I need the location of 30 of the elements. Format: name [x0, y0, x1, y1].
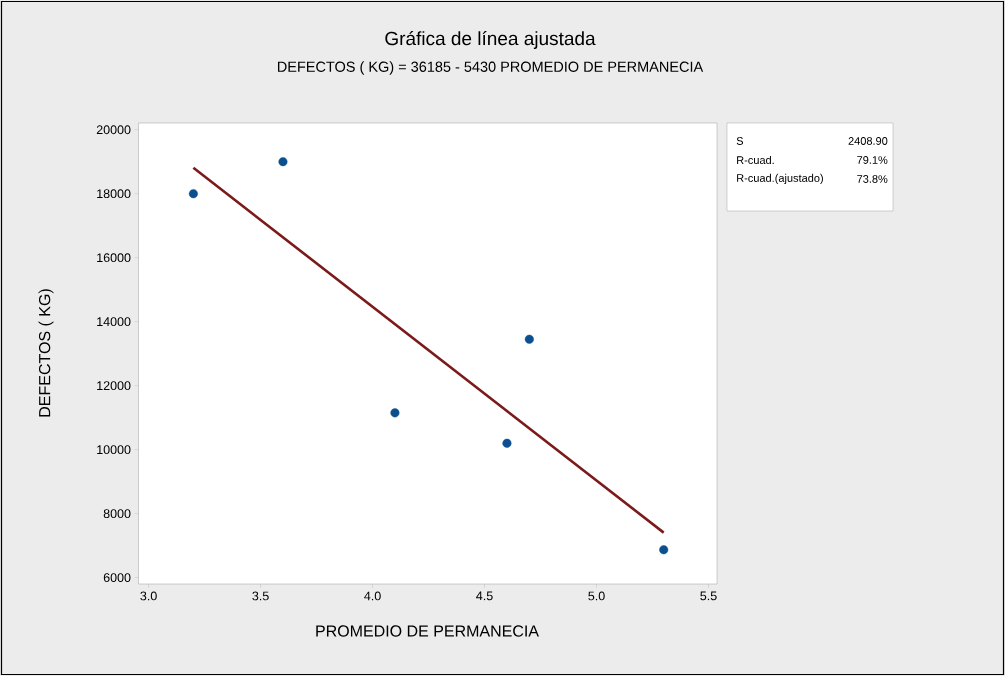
x-tick-label: 4.5: [476, 591, 493, 601]
y-tick-label: 6000: [103, 573, 131, 583]
chart-title: Gráfica de línea ajustada: [385, 31, 596, 49]
text: S: [736, 137, 744, 145]
point: [502, 438, 512, 448]
text: R-cuad.: [737, 155, 774, 165]
y-tick-label: 18000: [97, 189, 131, 199]
text: 73.8%: [857, 175, 888, 183]
y-tick-label: 10000: [97, 445, 131, 455]
y-tick-label: 20000: [96, 125, 131, 135]
point: [278, 157, 288, 167]
x-tick-label: 4.0: [364, 591, 381, 601]
y-tick-label: 12000: [97, 381, 131, 391]
y-axis-title: DEFECTOS ( KG): [38, 289, 54, 417]
x-tick-label: 3.5: [252, 591, 269, 601]
text: 2408.90: [848, 137, 888, 145]
x-tick-label: 5.0: [588, 591, 605, 601]
text: 79.1%: [857, 156, 888, 164]
text: R-cuad.(ajustado): [737, 173, 823, 185]
chart-subtitle: DEFECTOS ( KG) = 36185 - 5430 PROMEDIO DE PERMANECIA: [277, 61, 704, 75]
point: [390, 408, 400, 418]
point: [188, 189, 198, 199]
y-tick-label: 16000: [97, 253, 131, 263]
point: [524, 334, 534, 344]
y-tick-label: 14000: [97, 317, 131, 327]
point: [659, 545, 669, 555]
y-tick-label: 8000: [103, 509, 131, 519]
x-tick-label: 5.5: [700, 591, 717, 601]
x-tick-label: 3.0: [140, 591, 157, 601]
x-axis-title: PROMEDIO DE PERMANECIA: [316, 625, 539, 637]
